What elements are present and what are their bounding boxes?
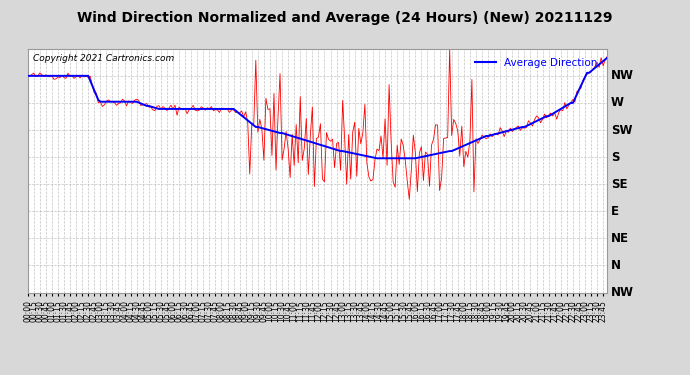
Text: NW: NW bbox=[611, 69, 633, 82]
Text: Wind Direction Normalized and Average (24 Hours) (New) 20211129: Wind Direction Normalized and Average (2… bbox=[77, 11, 613, 25]
Text: S: S bbox=[611, 151, 619, 164]
Text: W: W bbox=[611, 96, 624, 109]
Text: NE: NE bbox=[611, 232, 629, 245]
Text: E: E bbox=[611, 205, 619, 218]
Text: N: N bbox=[611, 259, 620, 272]
Text: Copyright 2021 Cartronics.com: Copyright 2021 Cartronics.com bbox=[33, 54, 175, 63]
Text: SE: SE bbox=[611, 178, 627, 190]
Text: SW: SW bbox=[611, 123, 632, 136]
Legend: Average Direction: Average Direction bbox=[471, 54, 602, 72]
Text: NW: NW bbox=[611, 286, 633, 299]
